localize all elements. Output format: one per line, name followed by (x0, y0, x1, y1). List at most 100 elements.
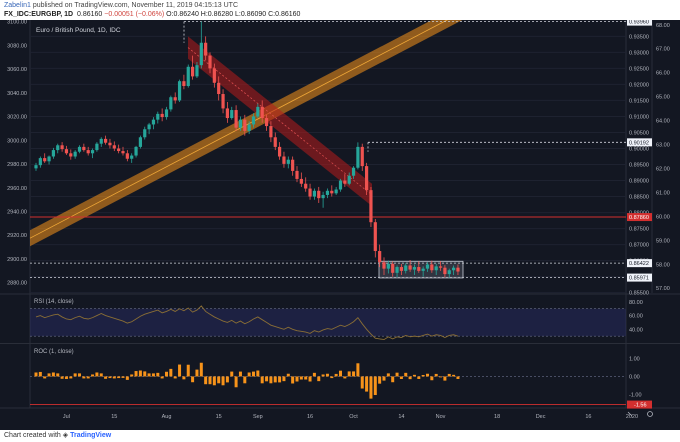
candle-body (230, 110, 234, 119)
rsi-line (35, 305, 459, 341)
price-change: −0.00051 (−0.06%) (104, 11, 165, 18)
roc-bar (134, 371, 138, 377)
roc-bar (38, 371, 42, 377)
rsi-axis-label: 40.00 (629, 327, 643, 333)
candle-body (291, 159, 295, 171)
roc-bar (304, 376, 308, 380)
price-label-box (627, 138, 652, 147)
candle-body (347, 175, 351, 184)
candle-body (199, 42, 203, 66)
right-axis-tick-label: 0.89500 (629, 163, 649, 169)
right-axis-tick-label: 0.87000 (629, 243, 649, 249)
candle-body (273, 137, 277, 147)
right-axis-tick-label: 0.85500 (629, 291, 649, 297)
candle-body (278, 146, 282, 157)
candle-body (43, 158, 47, 162)
candle-body (104, 138, 108, 143)
candle-body (208, 55, 212, 69)
candle-body (395, 267, 399, 273)
left-axis-tick-label: 2920.00 (7, 233, 27, 239)
candle-body (169, 97, 173, 110)
candle-body (343, 180, 347, 184)
roc-bar (447, 373, 451, 377)
candle-body (151, 119, 156, 125)
symbol-line: FX_IDC:EURGBP, 1D 0.86160 −0.00051 (−0.0… (4, 11, 300, 18)
roc-bar (408, 376, 412, 380)
settings-icon (627, 411, 633, 417)
candle-body (430, 264, 434, 271)
right-axis-tick-label: 0.93000 (629, 50, 649, 56)
rsi-band (30, 308, 626, 337)
candle-body (191, 66, 195, 77)
roc-bar (321, 374, 325, 377)
price-level-label: 0.87860 (629, 215, 649, 221)
candle-body (225, 108, 229, 119)
rsi-axis-label: 60.00 (629, 314, 643, 320)
roc-bar (360, 376, 364, 389)
roc-bar (125, 376, 129, 380)
candle-body (182, 81, 186, 87)
author-name[interactable]: Zabelin1 (4, 2, 31, 9)
candle-body (247, 124, 251, 131)
candle-body (295, 170, 299, 179)
chart-canvas[interactable]: Euro / British Pound, 1D, IDC 3100.00 3080… (0, 20, 680, 430)
footer-brand[interactable]: TradingView (70, 432, 112, 439)
price-label-box (627, 259, 652, 268)
candle-body (404, 265, 408, 271)
roc-bar (117, 376, 121, 379)
chart-background (0, 20, 680, 430)
roc-bar (221, 376, 225, 386)
left-axis-tick-label: 3060.00 (7, 67, 27, 73)
right-axis-tick-label: 59.00 (656, 238, 670, 244)
candle-body (86, 150, 90, 154)
roc-bar (352, 371, 356, 377)
roc-bar (160, 376, 164, 379)
candle-body (60, 145, 64, 150)
roc-bar (121, 376, 125, 378)
right-axis-tick-label: 0.88500 (629, 195, 649, 201)
roc-axis-label: 0.00 (629, 374, 640, 380)
candle-body (186, 66, 190, 87)
candle-body (95, 143, 99, 151)
candle-body (238, 119, 243, 128)
roc-bar (191, 376, 195, 383)
price-level-label: 0.93960 (629, 20, 649, 26)
right-axis-tick-label: 0.93500 (629, 34, 649, 40)
candle-body (47, 156, 51, 162)
candle-body (134, 146, 138, 156)
roc-bar (391, 376, 395, 383)
roc-bar (95, 372, 99, 377)
roc-bar (386, 373, 390, 377)
roc-bar (47, 373, 51, 377)
candle-body (56, 145, 60, 151)
roc-bar (247, 372, 251, 377)
candle-body (338, 180, 343, 190)
roc-bar (178, 364, 182, 377)
candle-body (330, 190, 334, 194)
roc-axis-label: -1.56 (634, 403, 647, 409)
price-label-box (627, 273, 652, 282)
roc-bar (230, 371, 234, 377)
x-axis-tick-label: Oct (349, 414, 358, 420)
candle-body (391, 263, 395, 273)
roc-bar (273, 376, 277, 383)
right-axis-tick-label: 0.92500 (629, 66, 649, 72)
candle-body (447, 270, 451, 275)
left-axis-tick-label: 2980.00 (7, 162, 27, 168)
right-axis-tick-label: 64.00 (656, 119, 670, 125)
candle-body (138, 137, 142, 147)
roc-bar (151, 373, 155, 377)
candle-body (204, 42, 208, 56)
roc-bar (286, 373, 290, 377)
candle-body (143, 129, 147, 138)
right-axis-tick-label: 61.00 (656, 190, 670, 196)
roc-bar (165, 371, 168, 377)
trendline (29, 20, 448, 239)
chart-title: Euro / British Pound, 1D, IDC (36, 27, 121, 34)
x-axis-tick-label: Aug (162, 414, 172, 420)
roc-bar (204, 376, 208, 385)
candle-body (69, 153, 73, 157)
candle-body (386, 263, 390, 269)
x-axis-tick-label: 15 (216, 414, 222, 420)
right-axis-tick-label: 0.91500 (629, 98, 649, 104)
